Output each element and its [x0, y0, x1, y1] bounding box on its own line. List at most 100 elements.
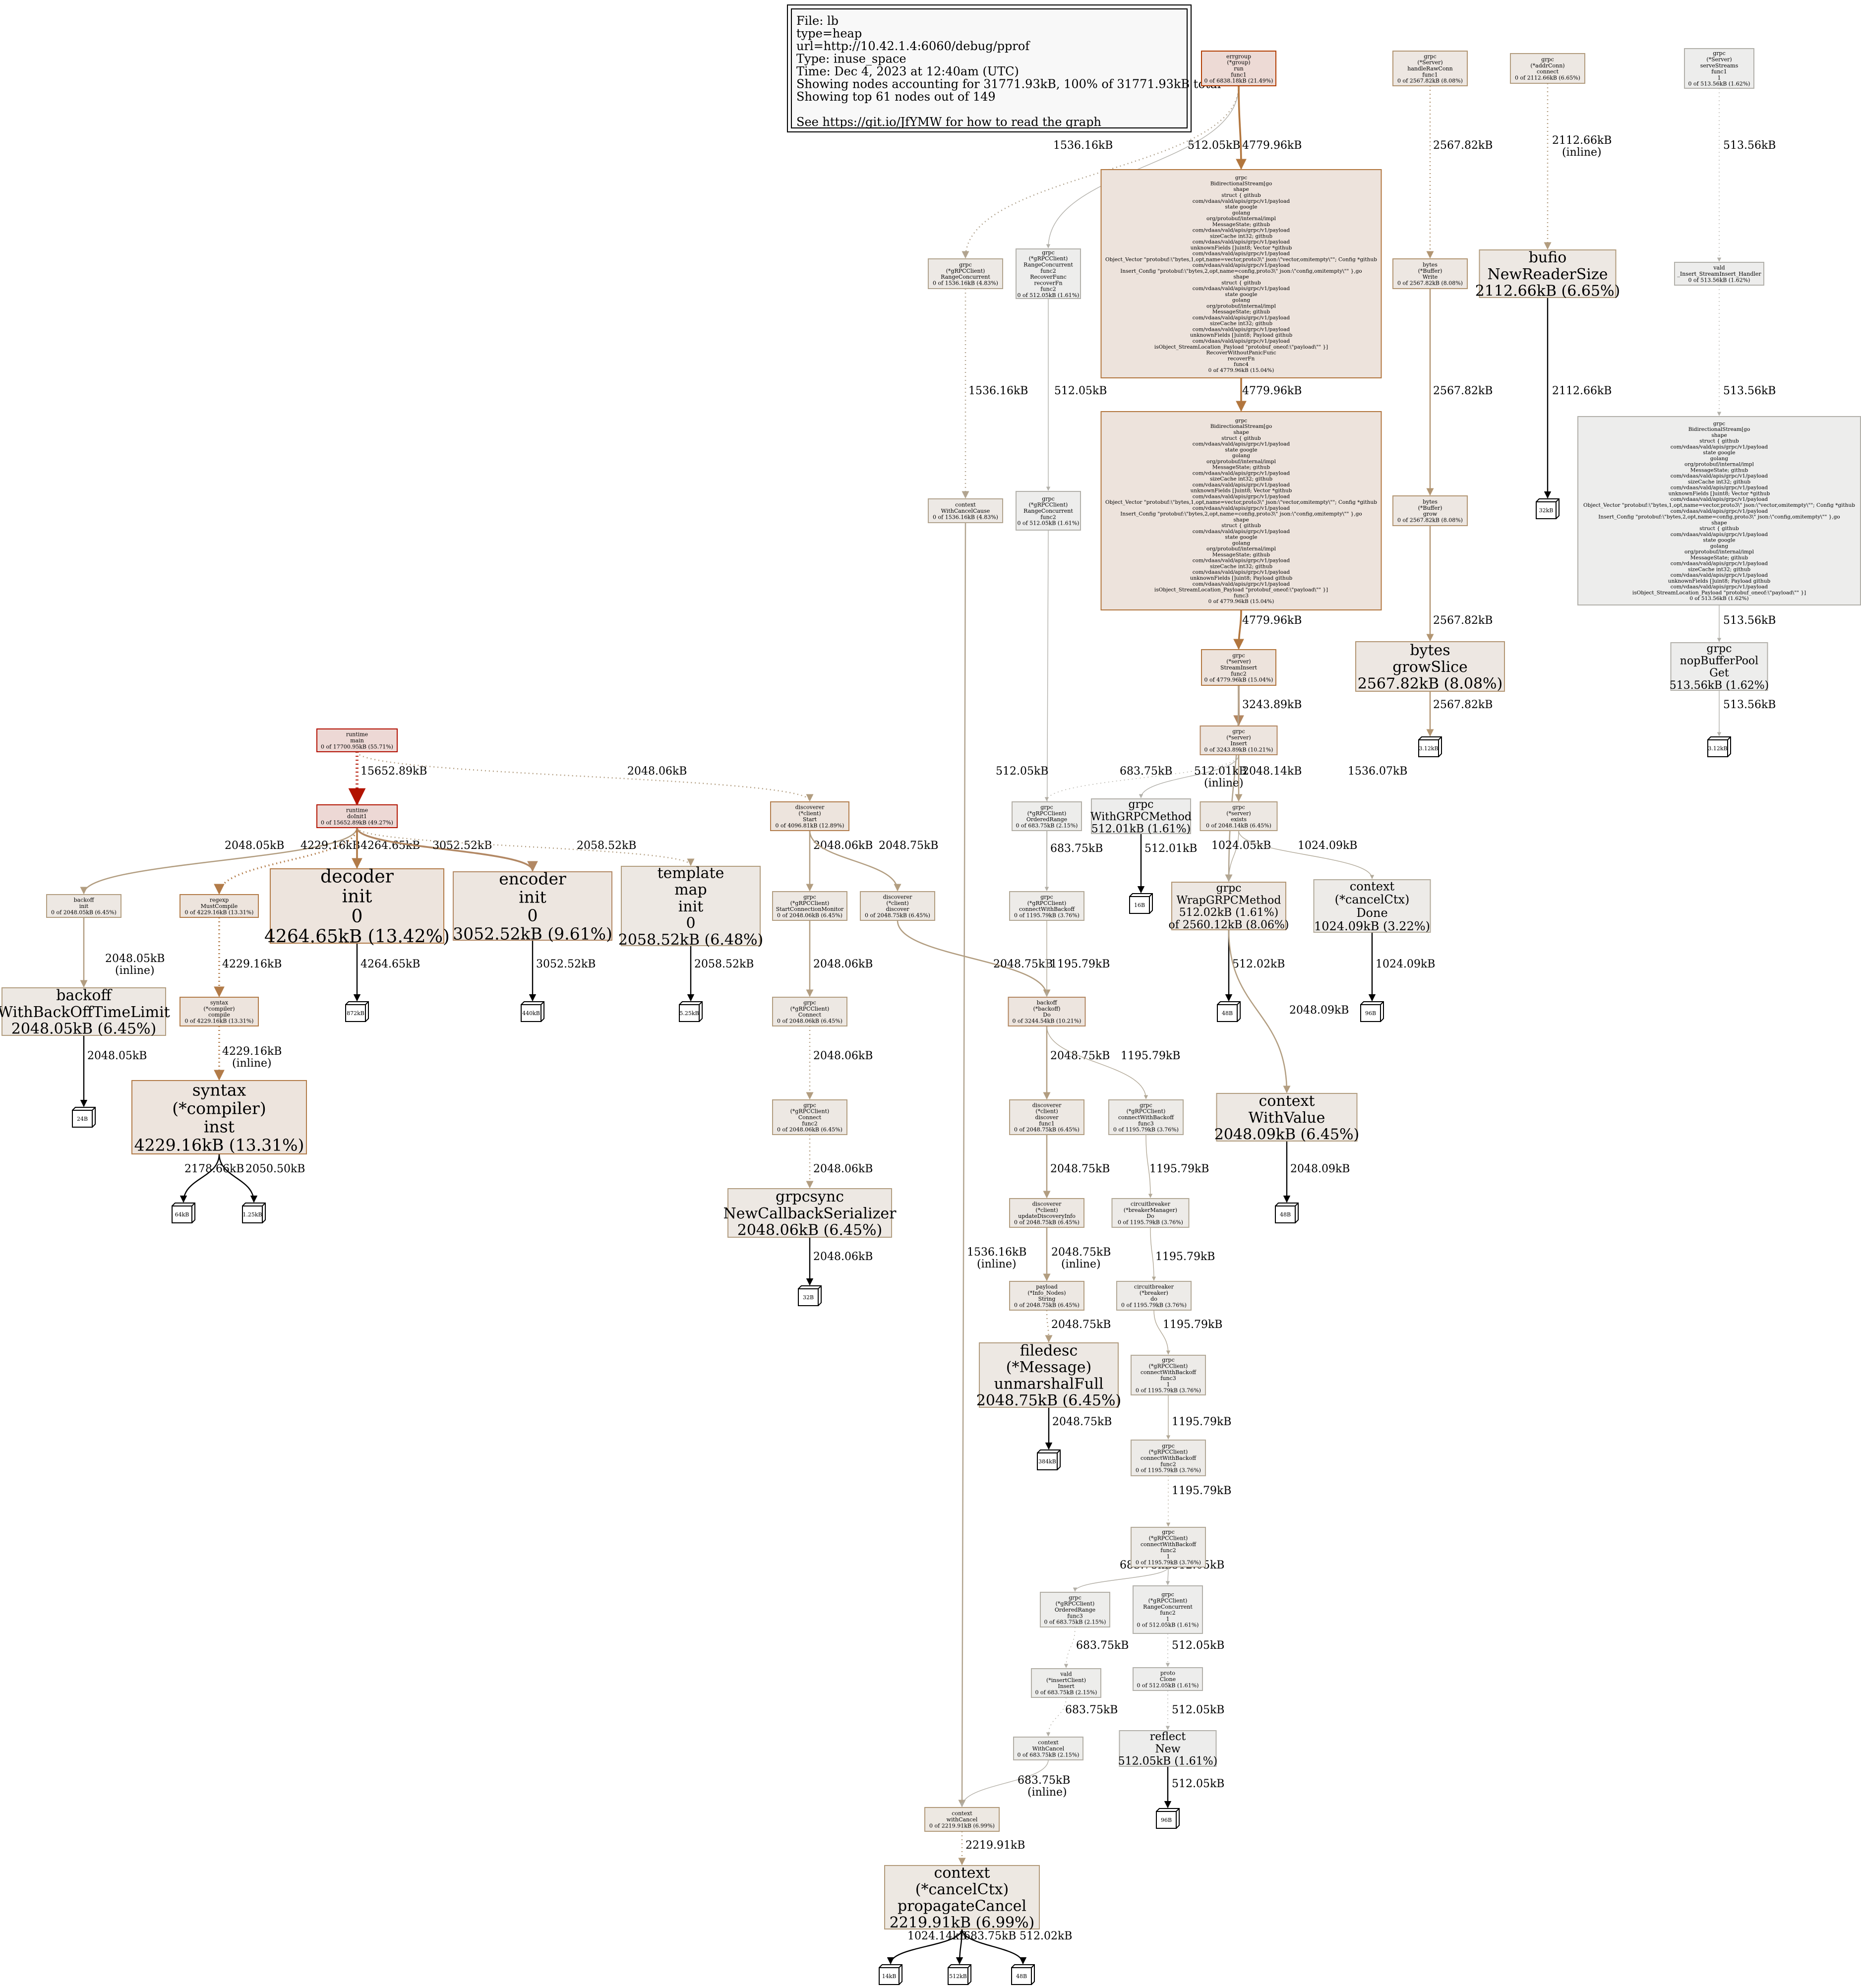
node-connectwithbackoff-func3-1[interactable]: grpc(*gRPCClient)connectWithBackofffunc3…: [1131, 1355, 1206, 1395]
edge-discoverer_start-to-startconnectionmonitor: 2048.06kB: [806, 831, 873, 892]
node-label-line: func2: [802, 1120, 817, 1127]
node-label-line: vald: [1060, 1671, 1072, 1677]
edge-runtime_doinit1-to-template_map_init: 2058.52kB: [356, 827, 695, 866]
edge-line: [887, 1928, 963, 1965]
node-circuitbreaker-manager-do[interactable]: circuitbreaker(*breakerManager)Do0 of 11…: [1111, 1198, 1190, 1228]
node-box: [979, 1342, 1119, 1408]
node-discoverer-updatediscoveryinfo[interactable]: discoverer(*client)updateDiscoveryInfo0 …: [1009, 1198, 1084, 1228]
node-rangeconcurrent-recover[interactable]: grpc(*gRPCClient)RangeConcurrentfunc2Rec…: [1016, 248, 1081, 299]
edge-grpcsync_newcallbackserializer-to-leaf_32B: 2048.06kB: [806, 1237, 873, 1286]
edge-vald_insertclient_insert-to-context_withcancel_a: 683.75kB: [1046, 1697, 1118, 1737]
node-label-line: Insert_Config "protobuf:\"bytes,2,opt,na…: [1120, 511, 1362, 517]
node-connectwithbackoff-func2[interactable]: grpc(*gRPCClient)connectWithBackofffunc2…: [1131, 1440, 1206, 1476]
node-label-line: func3: [1234, 593, 1249, 599]
edge-weight-label: 683.75kB: [1076, 1639, 1129, 1652]
node-rangeconcurrent-func2-1[interactable]: grpc(*gRPCClient)RangeConcurrentfunc210 …: [1133, 1585, 1203, 1634]
node-label-line: discover: [1035, 1114, 1059, 1121]
edge-line: [1064, 1627, 1076, 1668]
node-circuitbreaker-breaker-do[interactable]: circuitbreaker(*breaker)do0 of 1195.79kB…: [1116, 1281, 1192, 1311]
edge-weight-label: 1195.79kB: [1155, 1251, 1215, 1263]
node-label-line: init: [79, 903, 89, 909]
node-backoff-do[interactable]: backoff(*backoff)Do0 of 3244.54kB (10.21…: [1008, 997, 1086, 1026]
node-label-line: (*Buffer): [1418, 268, 1442, 274]
allocation-box-edge: [1031, 1964, 1035, 1968]
node-connectwithbackoff-func3-a[interactable]: grpc(*gRPCClient)connectWithBackofffunc3…: [1108, 1099, 1184, 1135]
node-connectwithbackoff-func2-1[interactable]: grpc(*gRPCClient)connectWithBackofffunc2…: [1131, 1527, 1206, 1567]
edge-weight-label: 4779.96kB: [1242, 614, 1302, 627]
node-label-line: (*gRPCClient): [1029, 255, 1068, 262]
edge-backoff_withbackofftimelimit-to-leaf_24B: 2048.05kB: [80, 1035, 147, 1107]
edge-weight-label: 2567.82kB: [1433, 385, 1493, 397]
node-label-line: unmarshalFull: [994, 1376, 1104, 1393]
edge-context_propagatecancel-to-leaf_14kB: 1024.14kB: [887, 1928, 967, 1965]
node-label-line: 2219.91kB (6.99%): [890, 1914, 1035, 1931]
edge-line: [1153, 1310, 1171, 1355]
allocation-box-leaf-14kb: 14kB: [879, 1964, 902, 1985]
node-label-line: exists: [1231, 816, 1247, 823]
edge-line: [1145, 1134, 1153, 1198]
allocation-box-leaf-440kb: 440kB: [521, 1001, 544, 1022]
node-box: [1108, 1099, 1184, 1135]
edge-weight-label: 1536.07kB: [1348, 765, 1407, 778]
node-filedesc-unmarshalfull[interactable]: filedesc(*Message)unmarshalFull2048.75kB…: [976, 1342, 1122, 1409]
allocation-size-label: 32kB: [1539, 507, 1554, 514]
node-label-line: 0 of 2567.82kB (8.08%): [1397, 78, 1463, 84]
node-startconnectionmonitor[interactable]: grpc(*gRPCClient)StartConnectionMonitor0…: [772, 891, 847, 921]
node-label-line: 0 of 1536.16kB (4.83%): [933, 514, 998, 520]
node-box: [1216, 1093, 1358, 1142]
node-label-line: 0 of 4229.16kB (13.31%): [185, 1018, 254, 1024]
allocation-box-edge: [1057, 1449, 1061, 1453]
node-context-propagatecancel[interactable]: context(*cancelCtx)propagateCancel2219.9…: [884, 1864, 1040, 1931]
node-label-line: 0 of 683.75kB (2.15%): [1016, 822, 1078, 829]
node-label-line: unknownFields []uint8; Payload github: [1190, 575, 1293, 581]
